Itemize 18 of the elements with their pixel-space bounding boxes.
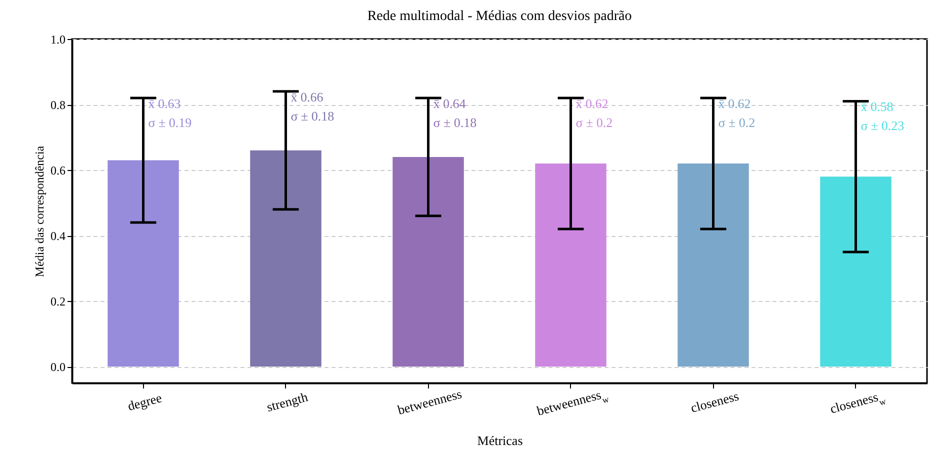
- x-tick-label: degree: [126, 390, 164, 414]
- y-tick-label: 0.8: [50, 98, 66, 112]
- annotation: x̄ 0.62 σ ± 0.2: [718, 96, 756, 130]
- annotation: x̄ 0.64 σ ± 0.18: [433, 96, 477, 130]
- x-tick-label: strength: [265, 389, 310, 414]
- y-tick-label: 0.0: [50, 360, 66, 374]
- x-axis-title: Métricas: [477, 432, 523, 448]
- y-axis-title: Média das correspondência: [32, 145, 46, 278]
- chart-title: Rede multimodal - Médias com desvios padrão: [367, 9, 632, 24]
- annotation: x̄ 0.62 σ ± 0.2: [576, 96, 613, 130]
- y-tick-label: 0.4: [50, 229, 66, 244]
- annotation: x̄ 0.63 σ ± 0.19: [148, 96, 192, 130]
- y-tick-label: 0.6: [50, 164, 66, 178]
- annotation: x̄ 0.58 σ ± 0.23: [860, 99, 904, 134]
- y-tick-label: 0.2: [50, 294, 66, 309]
- y-tick-label: 1.0: [50, 32, 66, 46]
- annotation: x̄ 0.66 σ ± 0.18: [290, 89, 334, 124]
- x-tick-label: closeness: [689, 388, 740, 416]
